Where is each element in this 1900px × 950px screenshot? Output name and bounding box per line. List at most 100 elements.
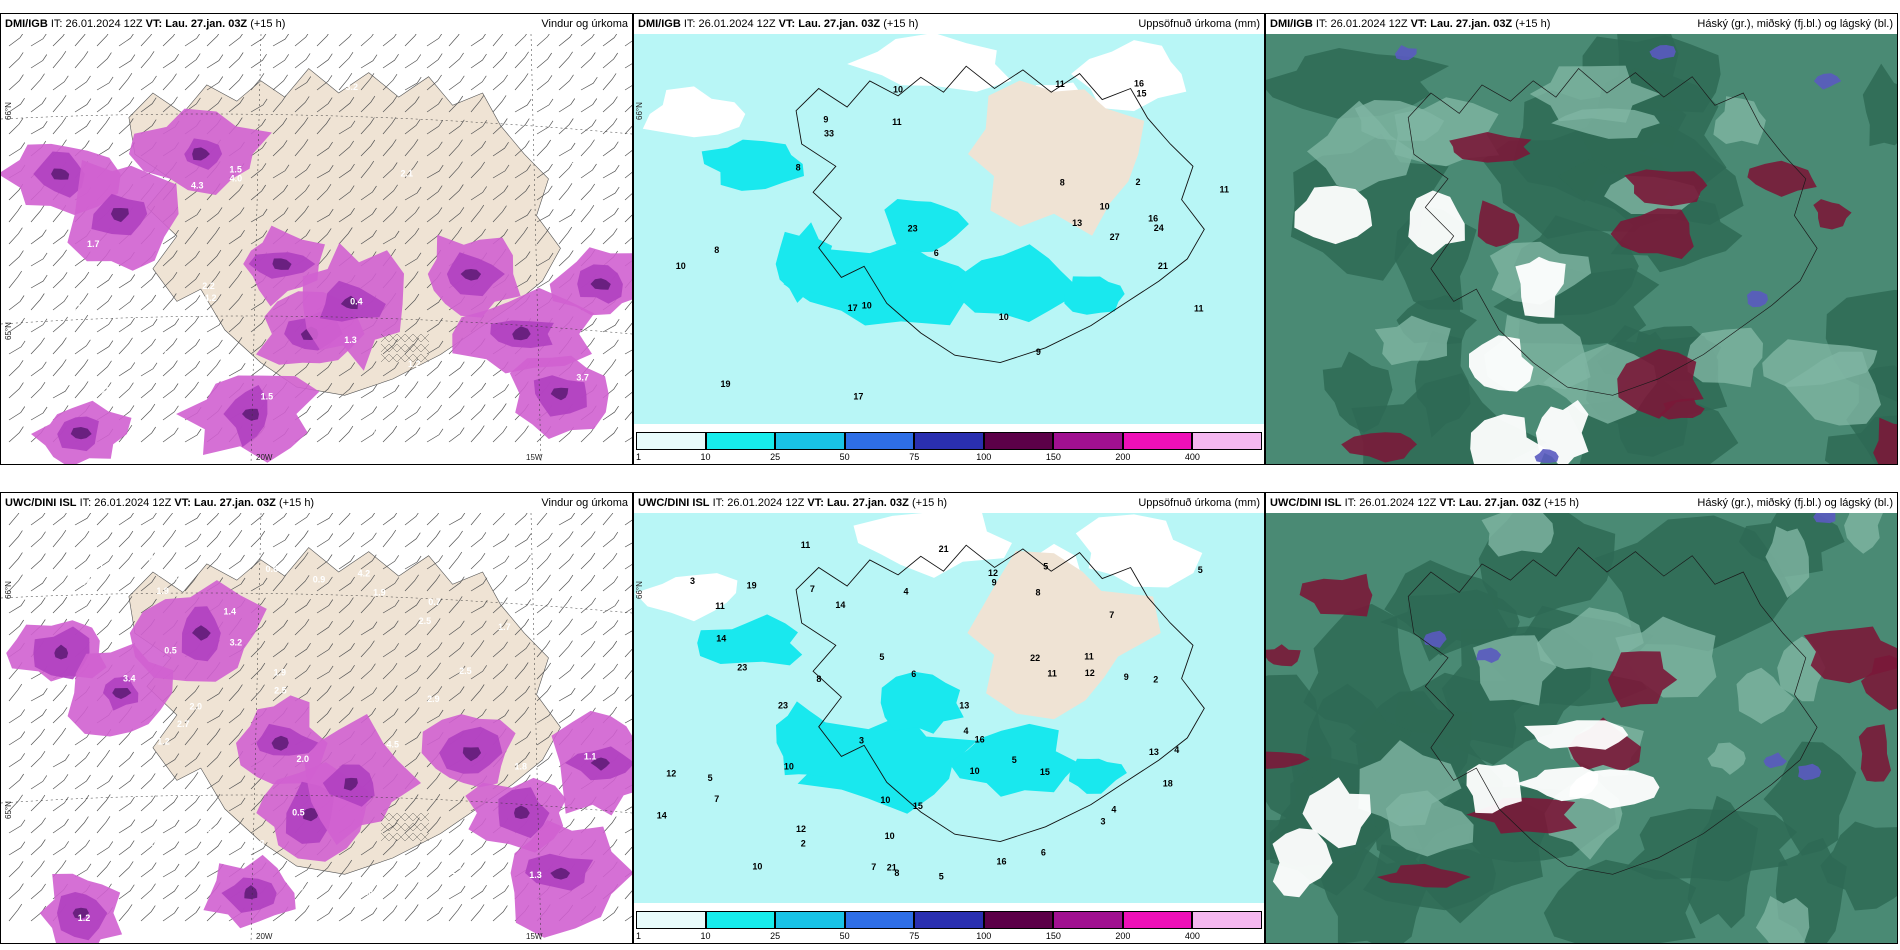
- wind-barb: [602, 186, 620, 201]
- wind-barb: [250, 163, 267, 179]
- wind-barb: [448, 382, 464, 399]
- wind-barb: [338, 227, 353, 245]
- value-label: 10: [676, 261, 686, 271]
- value-label: 0.4: [350, 296, 363, 306]
- value-label: 16: [996, 856, 1006, 866]
- precip-core: [54, 644, 69, 660]
- value-label: 1.0: [60, 745, 73, 755]
- wind-barb: [52, 295, 69, 311]
- wind-barb: [602, 73, 617, 91]
- wind-barb: [8, 250, 24, 267]
- precip-core: [70, 427, 92, 440]
- wind-barb: [470, 425, 485, 443]
- wind-barb: [228, 97, 245, 113]
- value-label: 11: [801, 540, 811, 550]
- wind-barb: [470, 404, 486, 421]
- lead-time: (+15 h): [911, 497, 948, 509]
- wind-barb: [52, 51, 67, 69]
- wind-barb: [382, 405, 399, 421]
- wind-barb: [448, 576, 465, 592]
- wind-barb: [162, 529, 177, 548]
- wind-barb: [514, 618, 530, 636]
- wind-barb: [52, 552, 67, 570]
- colorbar-swatch: [775, 432, 845, 450]
- value-label: 3: [1100, 816, 1105, 826]
- wind-barb: [602, 531, 619, 548]
- value-label: 2.0: [190, 702, 203, 712]
- colorbar-swatch: [705, 911, 776, 929]
- wind-barb: [96, 574, 111, 592]
- wind-barb: [272, 574, 287, 592]
- wind-barb: [294, 530, 309, 548]
- clear-sky-area: [1272, 828, 1333, 898]
- wind-barb: [316, 75, 333, 91]
- wind-barb: [382, 861, 398, 878]
- wind-barb: [30, 97, 47, 113]
- precip-core: [244, 885, 258, 899]
- wind-barb: [426, 317, 443, 333]
- wind-barb: [52, 596, 68, 614]
- wind-barb: [74, 293, 89, 311]
- precip-core: [72, 907, 89, 919]
- wind-barb: [536, 731, 553, 746]
- hatch-mark: [420, 822, 430, 832]
- hatch-mark: [420, 832, 430, 842]
- wind-barb: [316, 53, 333, 69]
- wind-barb: [338, 841, 356, 856]
- wind-barb: [404, 119, 421, 135]
- wind-barb: [30, 361, 47, 377]
- colorbar-swatch: [914, 911, 984, 929]
- wind-barb: [426, 164, 444, 179]
- wind-barb: [470, 186, 487, 201]
- wind-barb: [162, 338, 178, 355]
- wind-barb: [602, 640, 618, 658]
- wind-barb: [294, 863, 312, 878]
- wind-barb: [96, 34, 109, 47]
- value-label: 3.7: [576, 372, 589, 382]
- wind-barb: [30, 708, 47, 724]
- wind-barb: [470, 120, 487, 135]
- wind-barb: [382, 95, 398, 113]
- wind-barb: [360, 532, 377, 548]
- wind-barb: [74, 120, 91, 135]
- wind-barb: [162, 360, 178, 377]
- wind-barb: [426, 141, 443, 157]
- wind-barb: [74, 599, 92, 614]
- axis-tick-label: 65°N: [4, 801, 13, 819]
- wind-barb: [404, 161, 419, 179]
- wind-barb: [294, 53, 311, 69]
- wind-barb: [8, 773, 24, 790]
- accum-area: [697, 614, 803, 666]
- wind-barb: [580, 183, 595, 201]
- accum-field: [701, 139, 1125, 326]
- wind-barb: [382, 577, 400, 592]
- wind-barb: [316, 228, 332, 245]
- low-cloud-area: [1844, 513, 1883, 554]
- wind-barb: [624, 369, 632, 377]
- wind-barb: [294, 881, 308, 900]
- value-label: 1.2: [157, 737, 170, 747]
- low-cloud-core: [1476, 647, 1502, 663]
- wind-barb: [140, 575, 157, 592]
- hatch-mark: [396, 353, 406, 363]
- wind-barb: [404, 665, 421, 680]
- value-label: 4: [1174, 745, 1179, 755]
- wind-barb: [426, 794, 441, 812]
- wind-barb: [272, 140, 288, 157]
- vt-label: VT:: [174, 497, 191, 509]
- wind-barb: [448, 52, 464, 69]
- wind-barb: [250, 339, 267, 355]
- value-label: 1.9: [373, 588, 386, 598]
- wind-barb: [30, 751, 46, 768]
- wind-barb: [140, 598, 157, 614]
- wind-barb: [558, 226, 573, 245]
- cloud-field: [1266, 513, 1897, 943]
- panel-header: UWC/DINI ISL IT: 26.01.2024 12Z VT: Lau.…: [1, 493, 632, 513]
- latitude-line: [1, 592, 632, 614]
- accum-area: [776, 701, 832, 777]
- wind-barb: [316, 405, 333, 421]
- wind-barb: [162, 731, 180, 746]
- wind-barb: [426, 340, 444, 355]
- wind-barb: [492, 533, 510, 548]
- low-cloud-area: [1307, 100, 1414, 192]
